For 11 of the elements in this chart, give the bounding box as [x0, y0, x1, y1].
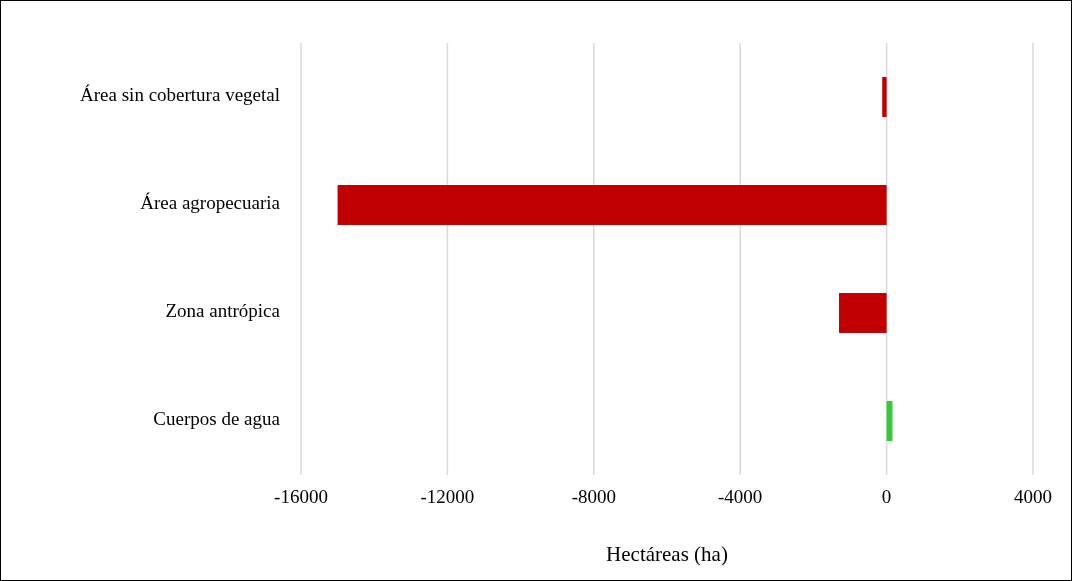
x-tick-label: -8000 [571, 486, 616, 507]
x-tick-label: 4000 [1014, 486, 1052, 507]
y-tick-label: Área sin cobertura vegetal [80, 84, 280, 106]
y-tick-label: Área agropecuaria [140, 192, 281, 214]
x-tick-label: 0 [881, 486, 892, 507]
x-tick-label: -4000 [718, 486, 763, 507]
y-tick-label: Cuerpos de agua [153, 408, 281, 430]
x-axis-title: Hectáreas (ha) [606, 542, 728, 566]
x-tick-label: -12000 [420, 486, 475, 507]
x-tick-label: -16000 [274, 486, 328, 507]
y-tick-label: Zona antrópica [165, 300, 281, 322]
